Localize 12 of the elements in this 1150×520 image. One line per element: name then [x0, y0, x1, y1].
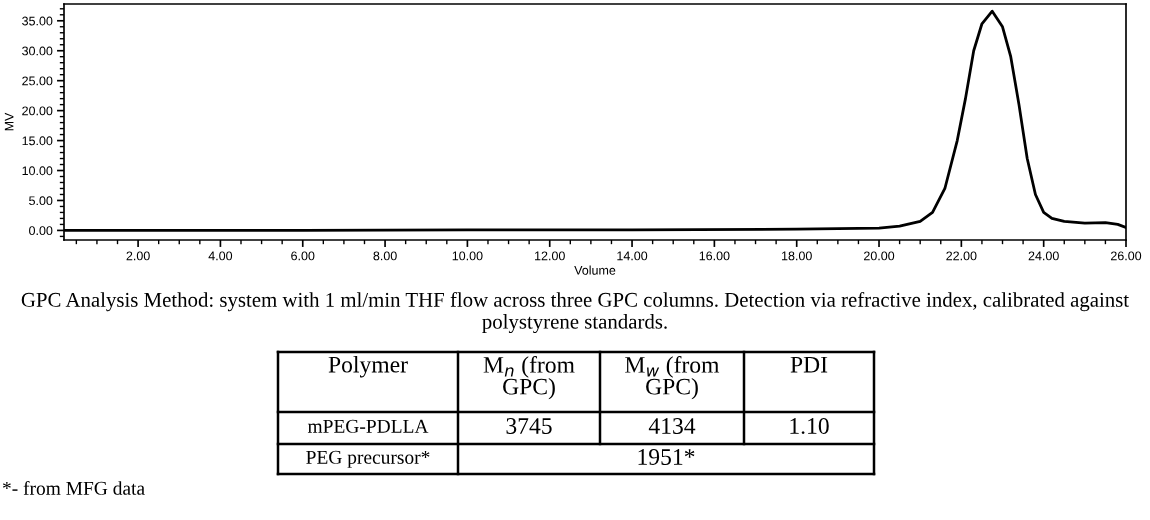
text: 1951*: [638, 449, 695, 465]
text: 1.10: [790, 417, 829, 435]
text: PDI: [790, 356, 828, 373]
text: M$_{w}$ (from GPC): [625, 356, 720, 400]
text: 3745: [506, 418, 552, 434]
text: PEG precursor*: [306, 450, 430, 468]
text: mPEG-PDLLA: [307, 419, 429, 433]
text: Polymer: [328, 356, 408, 378]
text: M$_{n}$ (from GPC): [483, 356, 575, 400]
text: 4134: [648, 418, 696, 434]
text: *- from MFG data: [2, 480, 145, 495]
text: GPC Analysis Method: system with 1 ml/min THF flow across three GPC columns. Detection via refractive index, calibrated against polystyrene standards.: [21, 292, 1129, 334]
